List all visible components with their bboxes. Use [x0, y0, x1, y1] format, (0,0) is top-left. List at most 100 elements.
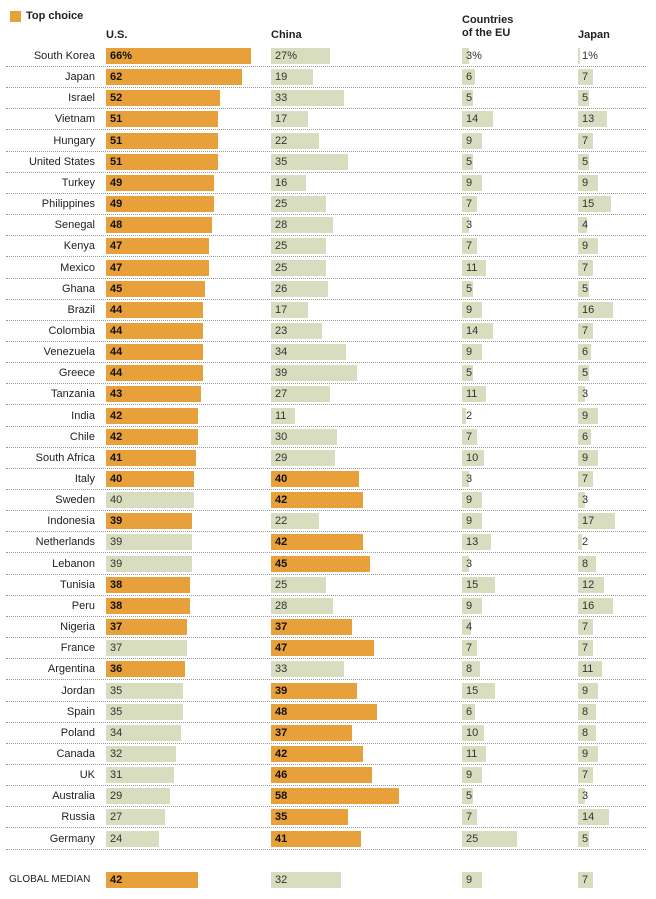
- country-label: Nigeria: [60, 621, 95, 634]
- row-separator: [6, 679, 646, 681]
- bar: [106, 90, 221, 107]
- bar: [462, 597, 482, 614]
- value-label: 22: [275, 515, 288, 528]
- value-label: 11: [582, 663, 594, 676]
- bar: [462, 428, 478, 445]
- bar: [462, 682, 495, 699]
- bar: [271, 48, 331, 64]
- bar: [271, 238, 326, 255]
- value-label: 3: [582, 494, 589, 507]
- value-label: 43: [110, 388, 123, 401]
- bar: [106, 513, 192, 530]
- bar: [462, 830, 517, 847]
- value-label: 7: [582, 473, 589, 485]
- row-separator: [6, 594, 646, 596]
- bar: [578, 153, 589, 170]
- bar: [462, 196, 478, 213]
- country-label: Sweden: [55, 494, 95, 507]
- bar: [271, 428, 337, 445]
- value-label: 6: [466, 705, 473, 718]
- row-separator: [6, 214, 646, 216]
- value-label: 32: [275, 874, 288, 886]
- value-label: 16: [582, 599, 595, 612]
- value-label: 9: [466, 134, 473, 147]
- bar: [578, 534, 583, 551]
- bar: [462, 767, 482, 784]
- bar: [106, 872, 199, 888]
- bar: [578, 90, 589, 107]
- value-label: 15: [466, 684, 479, 697]
- value-label: 3: [466, 557, 473, 570]
- value-label: 9: [582, 451, 589, 464]
- bar: [271, 196, 326, 213]
- value-label: 41: [110, 451, 123, 464]
- value-label: 6: [582, 430, 589, 443]
- value-label: 40: [110, 494, 123, 507]
- bar: [462, 745, 487, 762]
- value-label: 5: [466, 155, 473, 168]
- bar: [106, 259, 210, 276]
- bar: [462, 449, 484, 466]
- bar: [271, 69, 313, 86]
- bar: [462, 301, 482, 318]
- value-label: 58: [275, 790, 288, 803]
- row-separator: [6, 510, 646, 512]
- bar: [271, 724, 353, 741]
- value-label: 13: [582, 113, 595, 126]
- bar: [578, 640, 594, 657]
- bar: [462, 872, 482, 888]
- value-label: 8: [582, 705, 589, 718]
- bar: [462, 48, 469, 64]
- bar: [271, 809, 348, 826]
- row-separator: [6, 340, 646, 342]
- bar: [106, 640, 188, 657]
- value-label: 48: [110, 219, 123, 232]
- value-label: 39: [275, 684, 288, 697]
- bar: [578, 322, 594, 339]
- value-label: 9: [466, 515, 473, 528]
- value-label: 7: [466, 198, 473, 211]
- bar: [271, 492, 364, 509]
- bar: [106, 576, 190, 593]
- value-label: 3: [466, 219, 473, 232]
- value-label: 30: [275, 430, 288, 443]
- value-label: 27%: [275, 50, 298, 62]
- value-label: 7: [466, 642, 473, 655]
- bar: [271, 259, 326, 276]
- row-separator: [6, 531, 646, 533]
- country-label: Israel: [68, 92, 95, 105]
- row-separator: [6, 150, 646, 152]
- value-label: 38: [110, 599, 123, 612]
- value-label: 42: [110, 409, 123, 422]
- value-label: 37: [110, 642, 123, 655]
- bar: [462, 280, 473, 297]
- bar: [271, 449, 335, 466]
- value-label: 3: [582, 790, 589, 803]
- value-label: 2: [466, 409, 473, 422]
- row-separator: [6, 129, 646, 131]
- bar: [462, 788, 473, 805]
- value-label: 2: [582, 536, 589, 549]
- value-label: 41: [275, 832, 288, 845]
- bar: [462, 344, 482, 361]
- value-label: 7: [466, 430, 473, 443]
- row-separator: [6, 108, 646, 110]
- bar: [106, 365, 203, 382]
- value-label: 7: [466, 811, 473, 824]
- row-separator: [6, 700, 646, 702]
- country-label: Kenya: [63, 240, 95, 253]
- value-label: 7: [582, 621, 589, 634]
- country-label: Brazil: [67, 303, 95, 316]
- legend-label: Top choice: [26, 10, 84, 22]
- value-label: 39: [275, 367, 288, 380]
- country-label: Italy: [74, 473, 95, 485]
- value-label: 5: [466, 92, 473, 105]
- country-label: Lebanon: [52, 557, 95, 570]
- country-label: India: [71, 409, 95, 422]
- value-label: 9: [582, 240, 589, 253]
- bar: [578, 132, 594, 149]
- bar: [578, 174, 598, 191]
- bar: [106, 217, 212, 234]
- value-label: 25: [275, 240, 288, 253]
- column-header-eu: Countries of the EU: [462, 14, 514, 39]
